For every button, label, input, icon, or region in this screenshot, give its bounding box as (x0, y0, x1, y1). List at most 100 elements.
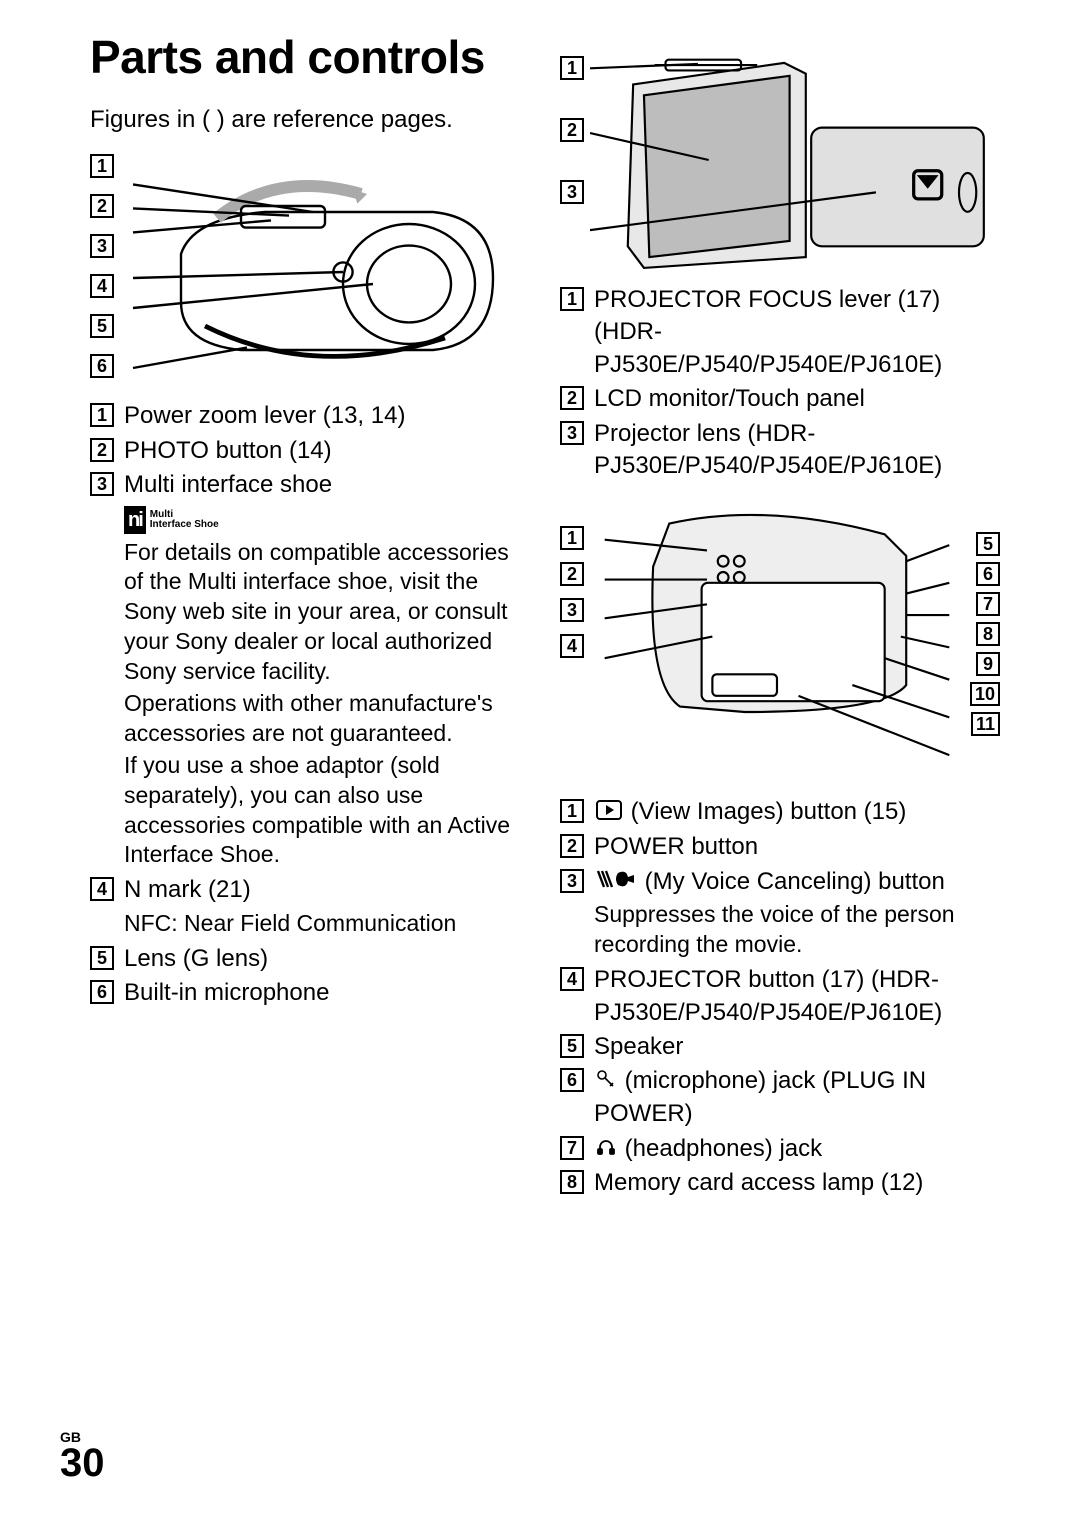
fig1-label: 4 (90, 274, 114, 298)
item-sub-text: NFC: Near Field Communication (124, 909, 530, 939)
list-item: 4 N mark (21) NFC: Near Field Communicat… (90, 874, 530, 940)
fig3-label: 9 (976, 652, 1000, 676)
figure-2: 1 2 3 (560, 50, 1000, 270)
fig3-label: 7 (976, 592, 1000, 616)
item-label: (My Voice Canceling) button (645, 868, 945, 895)
headphones-icon (596, 1133, 616, 1165)
list-item: 2 LCD monitor/Touch panel (560, 383, 1000, 415)
fig3-label: 4 (560, 634, 584, 658)
item-text: PHOTO button (14) (124, 435, 530, 467)
item-label: (headphones) jack (625, 1135, 822, 1162)
figure-3-drawing (590, 502, 964, 782)
fig3-label: 5 (976, 532, 1000, 556)
list-item: 1 (View Images) button (15) (560, 796, 1000, 829)
list-item: 4 PROJECTOR button (17) (HDR-PJ530E/PJ54… (560, 964, 1000, 1029)
item-text: Memory card access lamp (12) (594, 1167, 1000, 1199)
item-text: (View Images) button (15) (594, 796, 1000, 829)
item-text: PROJECTOR FOCUS lever (17) (HDR-PJ530E/P… (594, 284, 1000, 381)
mi-logo-text: Multi Interface Shoe (150, 510, 219, 530)
fig1-label: 2 (90, 194, 114, 218)
list-item: 1 Power zoom lever (13, 14) (90, 400, 530, 432)
list-item: 7 (headphones) jack (560, 1133, 1000, 1166)
item-number: 5 (560, 1034, 584, 1058)
list-item: 3 Projector lens (HDR-PJ530E/PJ540/PJ540… (560, 418, 1000, 483)
figure-2-labels-left: 1 2 3 (560, 50, 584, 270)
item-sub: ni Multi Interface Shoe For details on c… (124, 504, 530, 871)
multi-interface-shoe-icon: ni Multi Interface Shoe (124, 506, 219, 534)
item-sub-text: Suppresses the voice of the person recor… (594, 900, 1000, 960)
parts-list-a: 1 Power zoom lever (13, 14) 2 PHOTO butt… (90, 400, 530, 1009)
item-number: 3 (560, 421, 584, 445)
item-sub: Suppresses the voice of the person recor… (594, 900, 1000, 960)
item-text: Built-in microphone (124, 977, 530, 1009)
fig2-label: 3 (560, 180, 584, 204)
page-title: Parts and controls (90, 30, 530, 84)
item-number: 6 (90, 980, 114, 1004)
item-number: 1 (560, 287, 584, 311)
figure-3-labels-left: 1 2 3 4 (560, 502, 584, 782)
fig3-label: 11 (971, 712, 1000, 736)
figure-2-drawing (590, 50, 1000, 270)
item-number: 1 (90, 403, 114, 427)
camcorder-side-icon (590, 502, 964, 782)
list-item: 3 Multi interface shoe ni Multi Interfac… (90, 469, 530, 872)
item-number: 2 (560, 386, 584, 410)
voice-cancel-icon (596, 866, 636, 898)
figure-1: 1 2 3 4 5 6 (90, 146, 530, 386)
item-label: (View Images) button (15) (631, 798, 907, 825)
item-text: (My Voice Canceling) button Suppresses t… (594, 866, 1000, 963)
item-sub: NFC: Near Field Communication (124, 909, 530, 939)
fig2-label: 1 (560, 56, 584, 80)
item-text: PROJECTOR button (17) (HDR-PJ530E/PJ540/… (594, 964, 1000, 1029)
item-number: 3 (90, 472, 114, 496)
item-number: 1 (560, 799, 584, 823)
fig3-label: 6 (976, 562, 1000, 586)
item-text: Lens (G lens) (124, 943, 530, 975)
item-text: Multi interface shoe ni Multi Interface … (124, 469, 530, 872)
list-item: 5 Speaker (560, 1031, 1000, 1063)
item-text: (microphone) jack (PLUG IN POWER) (594, 1065, 1000, 1130)
item-text: Power zoom lever (13, 14) (124, 400, 530, 432)
play-icon (596, 797, 622, 829)
item-number: 2 (90, 438, 114, 462)
item-text: LCD monitor/Touch panel (594, 383, 1000, 415)
camcorder-front-icon (120, 146, 530, 386)
figure-1-labels-left: 1 2 3 4 5 6 (90, 146, 114, 386)
list-item: 3 (My Voice Canceling) button Suppresses… (560, 866, 1000, 963)
figure-3: 1 2 3 4 (560, 502, 1000, 782)
item-text: (headphones) jack (594, 1133, 1000, 1166)
item-label: Multi interface shoe (124, 471, 332, 498)
list-item: 6 Built-in microphone (90, 977, 530, 1009)
list-item: 8 Memory card access lamp (12) (560, 1167, 1000, 1199)
item-sub-text: If you use a shoe adaptor (sold separate… (124, 751, 530, 871)
fig1-label: 6 (90, 354, 114, 378)
fig3-label: 8 (976, 622, 1000, 646)
fig1-label: 3 (90, 234, 114, 258)
camcorder-lcd-icon (590, 50, 1000, 270)
item-text: N mark (21) NFC: Near Field Communicatio… (124, 874, 530, 940)
item-text: Speaker (594, 1031, 1000, 1063)
item-sub-text: Operations with other manufacture's acce… (124, 689, 530, 749)
parts-list-b: 1 PROJECTOR FOCUS lever (17) (HDR-PJ530E… (560, 284, 1000, 482)
fig3-label: 3 (560, 598, 584, 622)
list-item: 2 POWER button (560, 831, 1000, 863)
item-number: 5 (90, 946, 114, 970)
item-number: 2 (560, 834, 584, 858)
mi-logo-tag: ni (124, 506, 146, 534)
item-number: 8 (560, 1170, 584, 1194)
item-number: 3 (560, 869, 584, 893)
list-item: 6 (microphone) jack (PLUG IN POWER) (560, 1065, 1000, 1130)
item-label: (microphone) jack (PLUG IN POWER) (594, 1067, 926, 1127)
page-number: 30 (60, 1445, 105, 1481)
item-text: Projector lens (HDR-PJ530E/PJ540/PJ540E/… (594, 418, 1000, 483)
item-number: 7 (560, 1136, 584, 1160)
fig3-label: 2 (560, 562, 584, 586)
fig1-label: 1 (90, 154, 114, 178)
page-footer: GB 30 (60, 1429, 105, 1481)
item-text: POWER button (594, 831, 1000, 863)
fig3-label: 10 (970, 682, 1000, 706)
item-number: 4 (560, 967, 584, 991)
fig2-label: 2 (560, 118, 584, 142)
item-label: N mark (21) (124, 876, 251, 903)
list-item: 2 PHOTO button (14) (90, 435, 530, 467)
